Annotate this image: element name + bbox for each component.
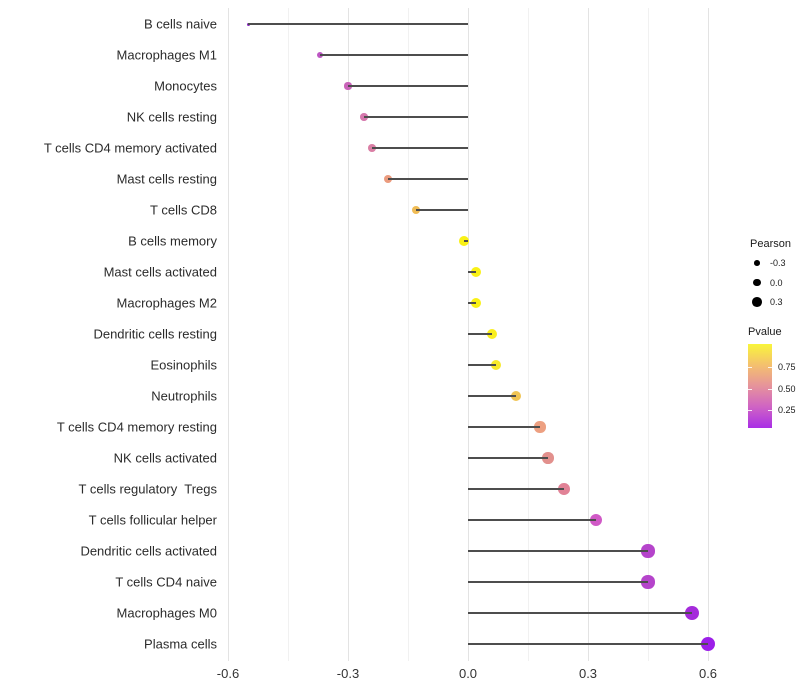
- lollipop-stem: [364, 116, 468, 118]
- data-point-dot: [360, 113, 368, 121]
- lollipop-stem: [248, 23, 468, 25]
- data-point-dot: [701, 637, 715, 651]
- data-point-dot: [316, 51, 324, 59]
- y-axis-label: NK cells resting: [126, 109, 217, 125]
- lollipop-stem: [468, 364, 496, 366]
- colorbar-tick-mark: [768, 388, 772, 390]
- y-axis-label: T cells CD4 memory activated: [43, 140, 217, 156]
- colorbar-tick-mark: [748, 410, 752, 411]
- lollipop-stem: [468, 643, 708, 645]
- data-point-dot: [368, 144, 376, 152]
- x-axis-tick-label: 0.3: [578, 666, 598, 681]
- x-axis-tick-label: -0.6: [216, 666, 240, 681]
- lollipop-stem: [468, 395, 516, 397]
- y-axis-label: Eosinophils: [150, 357, 218, 373]
- gridline-major: [347, 8, 349, 661]
- colorbar-tick-label: 0.50: [778, 383, 796, 394]
- lollipop-stem: [468, 302, 476, 304]
- y-axis-label: Dendritic cells resting: [93, 326, 217, 342]
- y-axis-label: Plasma cells: [144, 636, 217, 652]
- colorbar-tick-label: 0.75: [778, 362, 796, 372]
- y-axis-label: Macrophages M1: [116, 47, 217, 63]
- gridline-minor: [527, 8, 529, 661]
- pvalue-colorbar: [748, 344, 772, 428]
- y-axis-label: T cells follicular helper: [88, 512, 217, 528]
- legend-size-key-dot: [754, 260, 760, 266]
- colorbar-tick-mark: [768, 367, 772, 368]
- lollipop-stem: [372, 147, 468, 149]
- lollipop-stem: [468, 426, 540, 428]
- gridline-major: [227, 8, 229, 661]
- y-axis-label: T cells CD4 naive: [115, 574, 217, 590]
- legend-size-key-label: -0.3: [770, 258, 786, 268]
- lollipop-stem: [388, 178, 468, 180]
- legend-size-key-label: 0.0: [770, 277, 783, 288]
- gridline-major: [707, 8, 709, 661]
- gridline-major: [587, 8, 589, 661]
- data-point-dot: [411, 205, 421, 215]
- legend-size-key-dot: [752, 297, 762, 307]
- y-axis-label: T cells regulatory Tregs: [78, 481, 217, 497]
- lollipop-stem: [468, 612, 692, 614]
- gridline-minor: [407, 8, 409, 661]
- x-axis-tick-label: 0.6: [698, 666, 718, 681]
- legend-color-title: Pvalue: [748, 326, 782, 338]
- lollipop-stem: [468, 333, 492, 335]
- y-axis-label: B cells memory: [128, 233, 217, 249]
- colorbar-tick-mark: [768, 410, 772, 411]
- x-axis-tick-label: -0.3: [336, 666, 360, 681]
- y-axis-label: B cells naive: [144, 16, 217, 32]
- lollipop-stem: [464, 240, 468, 242]
- legend-size-title: Pearson: [750, 238, 791, 250]
- y-axis-label: NK cells activated: [113, 450, 217, 466]
- data-point-dot: [344, 82, 352, 90]
- colorbar-tick-mark: [748, 367, 752, 368]
- y-axis-label: Macrophages M0: [116, 605, 217, 621]
- y-axis-label: Macrophages M2: [116, 295, 217, 311]
- gridline-minor: [647, 8, 649, 661]
- lollipop-stem: [468, 519, 596, 521]
- lollipop-stem: [348, 85, 468, 87]
- y-axis-label: T cells CD8: [150, 202, 217, 218]
- lollipop-stem: [320, 54, 468, 56]
- lollipop-stem: [468, 550, 648, 552]
- y-axis-label: Monocytes: [154, 78, 217, 94]
- y-axis-label: Dendritic cells activated: [80, 543, 217, 559]
- lollipop-stem: [468, 457, 548, 459]
- y-axis-label: Mast cells activated: [103, 264, 217, 280]
- x-axis-tick-label: 0.0: [458, 666, 478, 681]
- legend-size-key-dot: [753, 278, 761, 287]
- lollipop-stem: [416, 209, 468, 211]
- colorbar-tick-mark: [748, 388, 752, 390]
- lollipop-stem: [468, 271, 476, 273]
- data-point-dot: [383, 174, 393, 184]
- gridline-minor: [287, 8, 289, 661]
- y-axis-label: Mast cells resting: [116, 171, 217, 187]
- y-axis-label: Neutrophils: [151, 388, 217, 404]
- data-point-dot: [459, 236, 469, 246]
- y-axis-label: T cells CD4 memory resting: [56, 419, 217, 435]
- lollipop-stem: [468, 581, 648, 583]
- legend-size-key-label: 0.3: [770, 297, 783, 307]
- colorbar-tick-label: 0.25: [778, 405, 796, 415]
- lollipop-stem: [468, 488, 564, 490]
